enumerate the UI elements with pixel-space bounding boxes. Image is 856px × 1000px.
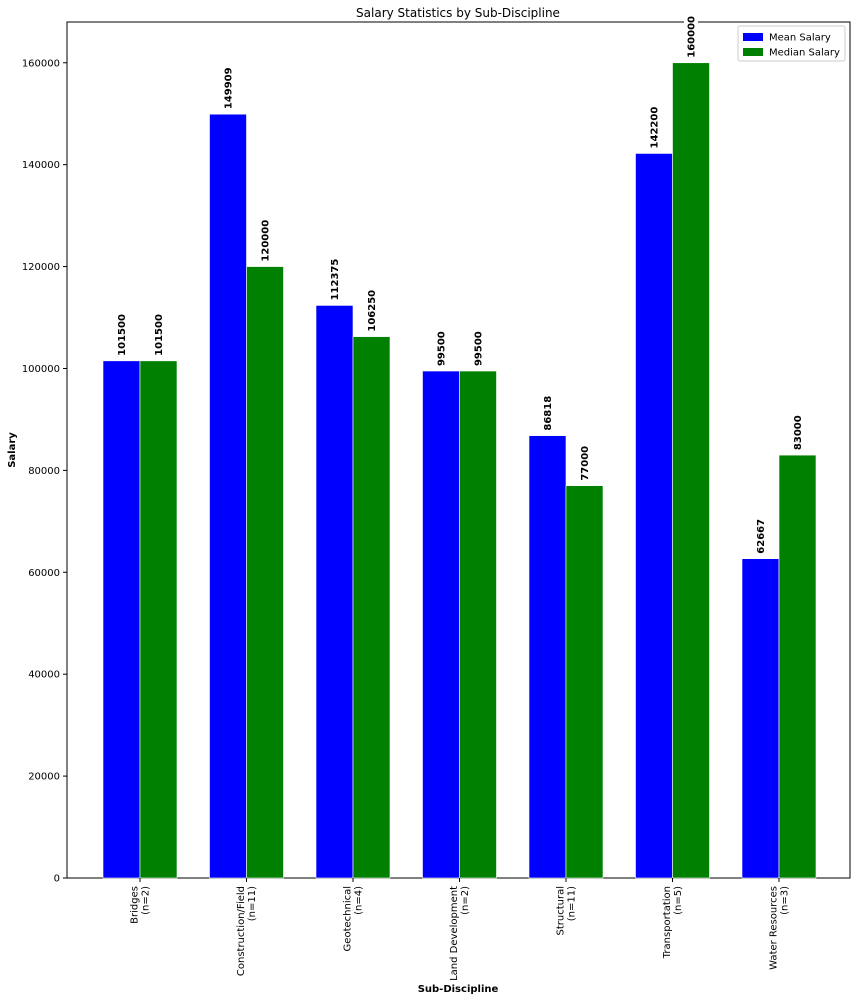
- bar-mean: [741, 558, 780, 879]
- data-label-bg: [221, 69, 235, 112]
- data-label: 77000: [580, 446, 591, 481]
- x-tick-label: (n=3): [780, 886, 791, 915]
- data-label-bg: [790, 416, 805, 453]
- data-label-bg: [151, 316, 166, 358]
- x-tick-label: Construction/Field: [236, 886, 247, 976]
- data-label-bg: [753, 520, 768, 556]
- y-tick-label: 100000: [22, 364, 60, 375]
- x-tick-label: (n=2): [141, 886, 152, 915]
- bar-mean: [635, 153, 673, 879]
- x-tick-label: Structural: [556, 886, 567, 936]
- y-tick-label: 120000: [22, 262, 60, 273]
- bar-median: [459, 370, 497, 879]
- data-label: 99500: [474, 331, 485, 366]
- data-label: 101500: [117, 314, 128, 356]
- x-tick-label: Transportation: [662, 886, 673, 959]
- x-tick-label: (n=5): [673, 886, 684, 915]
- x-tick-label: Land Development: [449, 886, 460, 981]
- data-label: 142200: [650, 107, 661, 149]
- data-label: 112375: [330, 259, 341, 301]
- x-axis-label: Sub-Discipline: [418, 984, 499, 995]
- x-tick-label: (n=11): [567, 886, 578, 921]
- data-label-bg: [327, 260, 342, 303]
- data-label: 99500: [437, 331, 448, 366]
- bar-mean: [528, 435, 567, 879]
- bar-mean: [315, 305, 354, 879]
- data-label: 120000: [261, 220, 272, 262]
- data-label-bg: [434, 332, 448, 369]
- data-label: 149909: [224, 67, 235, 109]
- bar-median: [565, 485, 604, 879]
- x-tick-label: Geotechnical: [343, 886, 354, 951]
- x-tick-label: (n=4): [354, 886, 365, 915]
- data-label: 86818: [543, 396, 554, 431]
- x-tick-label: Bridges: [130, 886, 141, 924]
- legend-label: Median Salary: [769, 48, 840, 59]
- x-tick-label: (n=2): [460, 886, 471, 915]
- plot-area: 0 20000 40000 60000 80000 100000 120000 140000 1…: [22, 16, 851, 981]
- y-tick-label: 20000: [28, 772, 60, 783]
- y-tick-label: 80000: [28, 466, 60, 477]
- data-label-bg: [684, 17, 698, 60]
- x-tick-label: (n=11): [247, 886, 258, 921]
- bar-median: [778, 454, 817, 879]
- y-tick-label: 40000: [28, 670, 60, 681]
- data-label: 62667: [756, 519, 767, 554]
- y-tick-label: 60000: [28, 568, 60, 579]
- data-label: 106250: [367, 290, 378, 332]
- y-tick-label: 160000: [22, 58, 60, 69]
- bar-mean: [422, 370, 460, 879]
- bar-mean: [209, 113, 247, 879]
- legend-label: Mean Salary: [769, 33, 831, 44]
- x-tick-label: Water Resources: [769, 886, 780, 970]
- y-tick-label: 0: [54, 874, 60, 885]
- data-label-bg: [258, 221, 272, 264]
- data-label-bg: [540, 397, 555, 433]
- data-label: 101500: [154, 314, 165, 356]
- data-label-bg: [577, 447, 592, 483]
- bar-median: [246, 266, 284, 879]
- bar-median: [352, 336, 391, 879]
- data-label: 83000: [793, 415, 804, 450]
- data-label: 160000: [687, 16, 698, 58]
- data-label-bg: [114, 316, 129, 358]
- legend-box: [737, 25, 846, 62]
- bar-median: [672, 62, 710, 879]
- data-label-bg: [471, 332, 485, 369]
- bar-median: [139, 360, 178, 879]
- legend-swatch: [743, 48, 763, 56]
- data-label-bg: [647, 108, 661, 151]
- legend-swatch: [743, 33, 763, 41]
- chart-title: Salary Statistics by Sub-Discipline: [356, 6, 560, 20]
- bar-mean: [102, 360, 141, 879]
- y-tick-label: 140000: [22, 160, 60, 171]
- y-axis-label: Salary: [7, 432, 18, 468]
- data-label-bg: [364, 291, 379, 334]
